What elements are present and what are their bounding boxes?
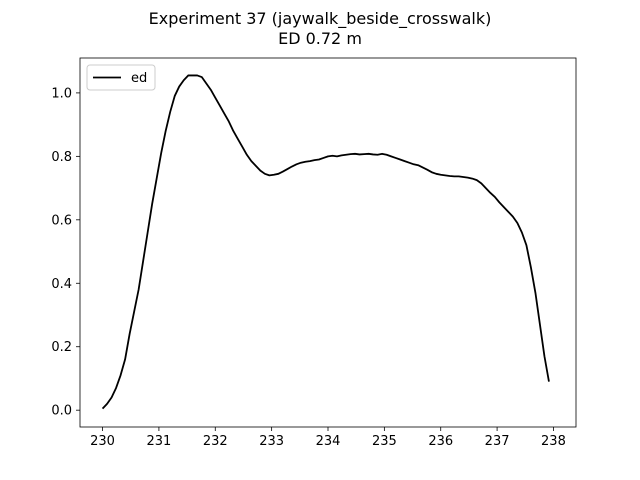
x-tick-label: 233 bbox=[259, 434, 284, 449]
x-tick-label: 232 bbox=[203, 434, 228, 449]
series-layer bbox=[101, 74, 550, 410]
y-tick-label: 1.0 bbox=[51, 86, 72, 101]
y-tick-label: 0.2 bbox=[51, 340, 72, 355]
x-tick-label: 236 bbox=[428, 434, 453, 449]
chart-subtitle: ED 0.72 m bbox=[278, 29, 362, 48]
legend-label: ed bbox=[131, 71, 147, 86]
x-tick-label: 235 bbox=[372, 434, 397, 449]
y-tick-label: 0.4 bbox=[51, 277, 72, 292]
plot-background bbox=[80, 58, 576, 427]
x-axis: 230 231 232 233 234 235 236 237 238 bbox=[90, 427, 566, 449]
chart-title: Experiment 37 (jaywalk_beside_crosswalk) bbox=[148, 9, 492, 28]
x-tick-label: 237 bbox=[485, 434, 510, 449]
legend: ed bbox=[86, 64, 156, 91]
series-line-ed bbox=[101, 74, 550, 410]
y-tick-label: 0.6 bbox=[51, 213, 72, 228]
x-tick-label: 238 bbox=[541, 434, 566, 449]
x-tick-label: 231 bbox=[146, 434, 171, 449]
x-tick-label: 230 bbox=[90, 434, 115, 449]
plot-area bbox=[79, 57, 577, 428]
y-tick-label: 0.0 bbox=[51, 404, 72, 419]
x-tick-label: 234 bbox=[316, 434, 341, 449]
y-axis: 0.0 0.2 0.4 0.6 0.8 1.0 bbox=[51, 86, 80, 419]
y-tick-label: 0.8 bbox=[51, 150, 72, 165]
